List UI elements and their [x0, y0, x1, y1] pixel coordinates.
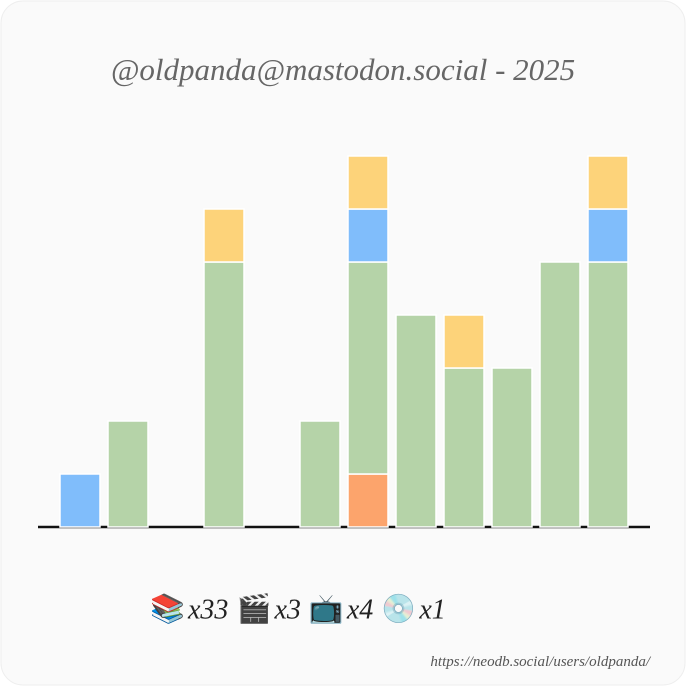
bar-segment [107, 420, 149, 528]
bar-segment [347, 208, 389, 263]
bar-segment [299, 420, 341, 528]
bar-segment [587, 208, 629, 263]
bar-segment [539, 261, 581, 528]
bar-segment [443, 367, 485, 528]
legend-count: x3 [273, 594, 300, 625]
legend-icon: 📺 [309, 592, 344, 625]
footer-url: https://neodb.social/users/oldpanda/ [430, 654, 651, 670]
legend-icon: 🎬 [236, 592, 271, 625]
chart-title: @oldpanda@mastodon.social - 2025 [111, 52, 575, 87]
legend-count: x4 [346, 594, 373, 625]
bar-segment [491, 367, 533, 528]
bar-segment [59, 473, 101, 528]
bar-segment [347, 473, 389, 528]
legend-count: x1 [418, 594, 445, 625]
bar-segment [587, 155, 629, 210]
legend-icon: 💿 [381, 592, 416, 625]
legend: 📚 x33 🎬 x3 📺 x4 💿 x1 [150, 592, 446, 625]
bars [59, 155, 629, 528]
bar-segment [587, 261, 629, 528]
legend-count: x33 [187, 594, 228, 625]
bar-segment [203, 261, 245, 528]
bar-segment [347, 155, 389, 210]
bar-segment [203, 208, 245, 263]
bar-segment [395, 314, 437, 528]
bar-segment [347, 261, 389, 475]
legend-icon: 📚 [150, 592, 185, 625]
bar-segment [443, 314, 485, 369]
